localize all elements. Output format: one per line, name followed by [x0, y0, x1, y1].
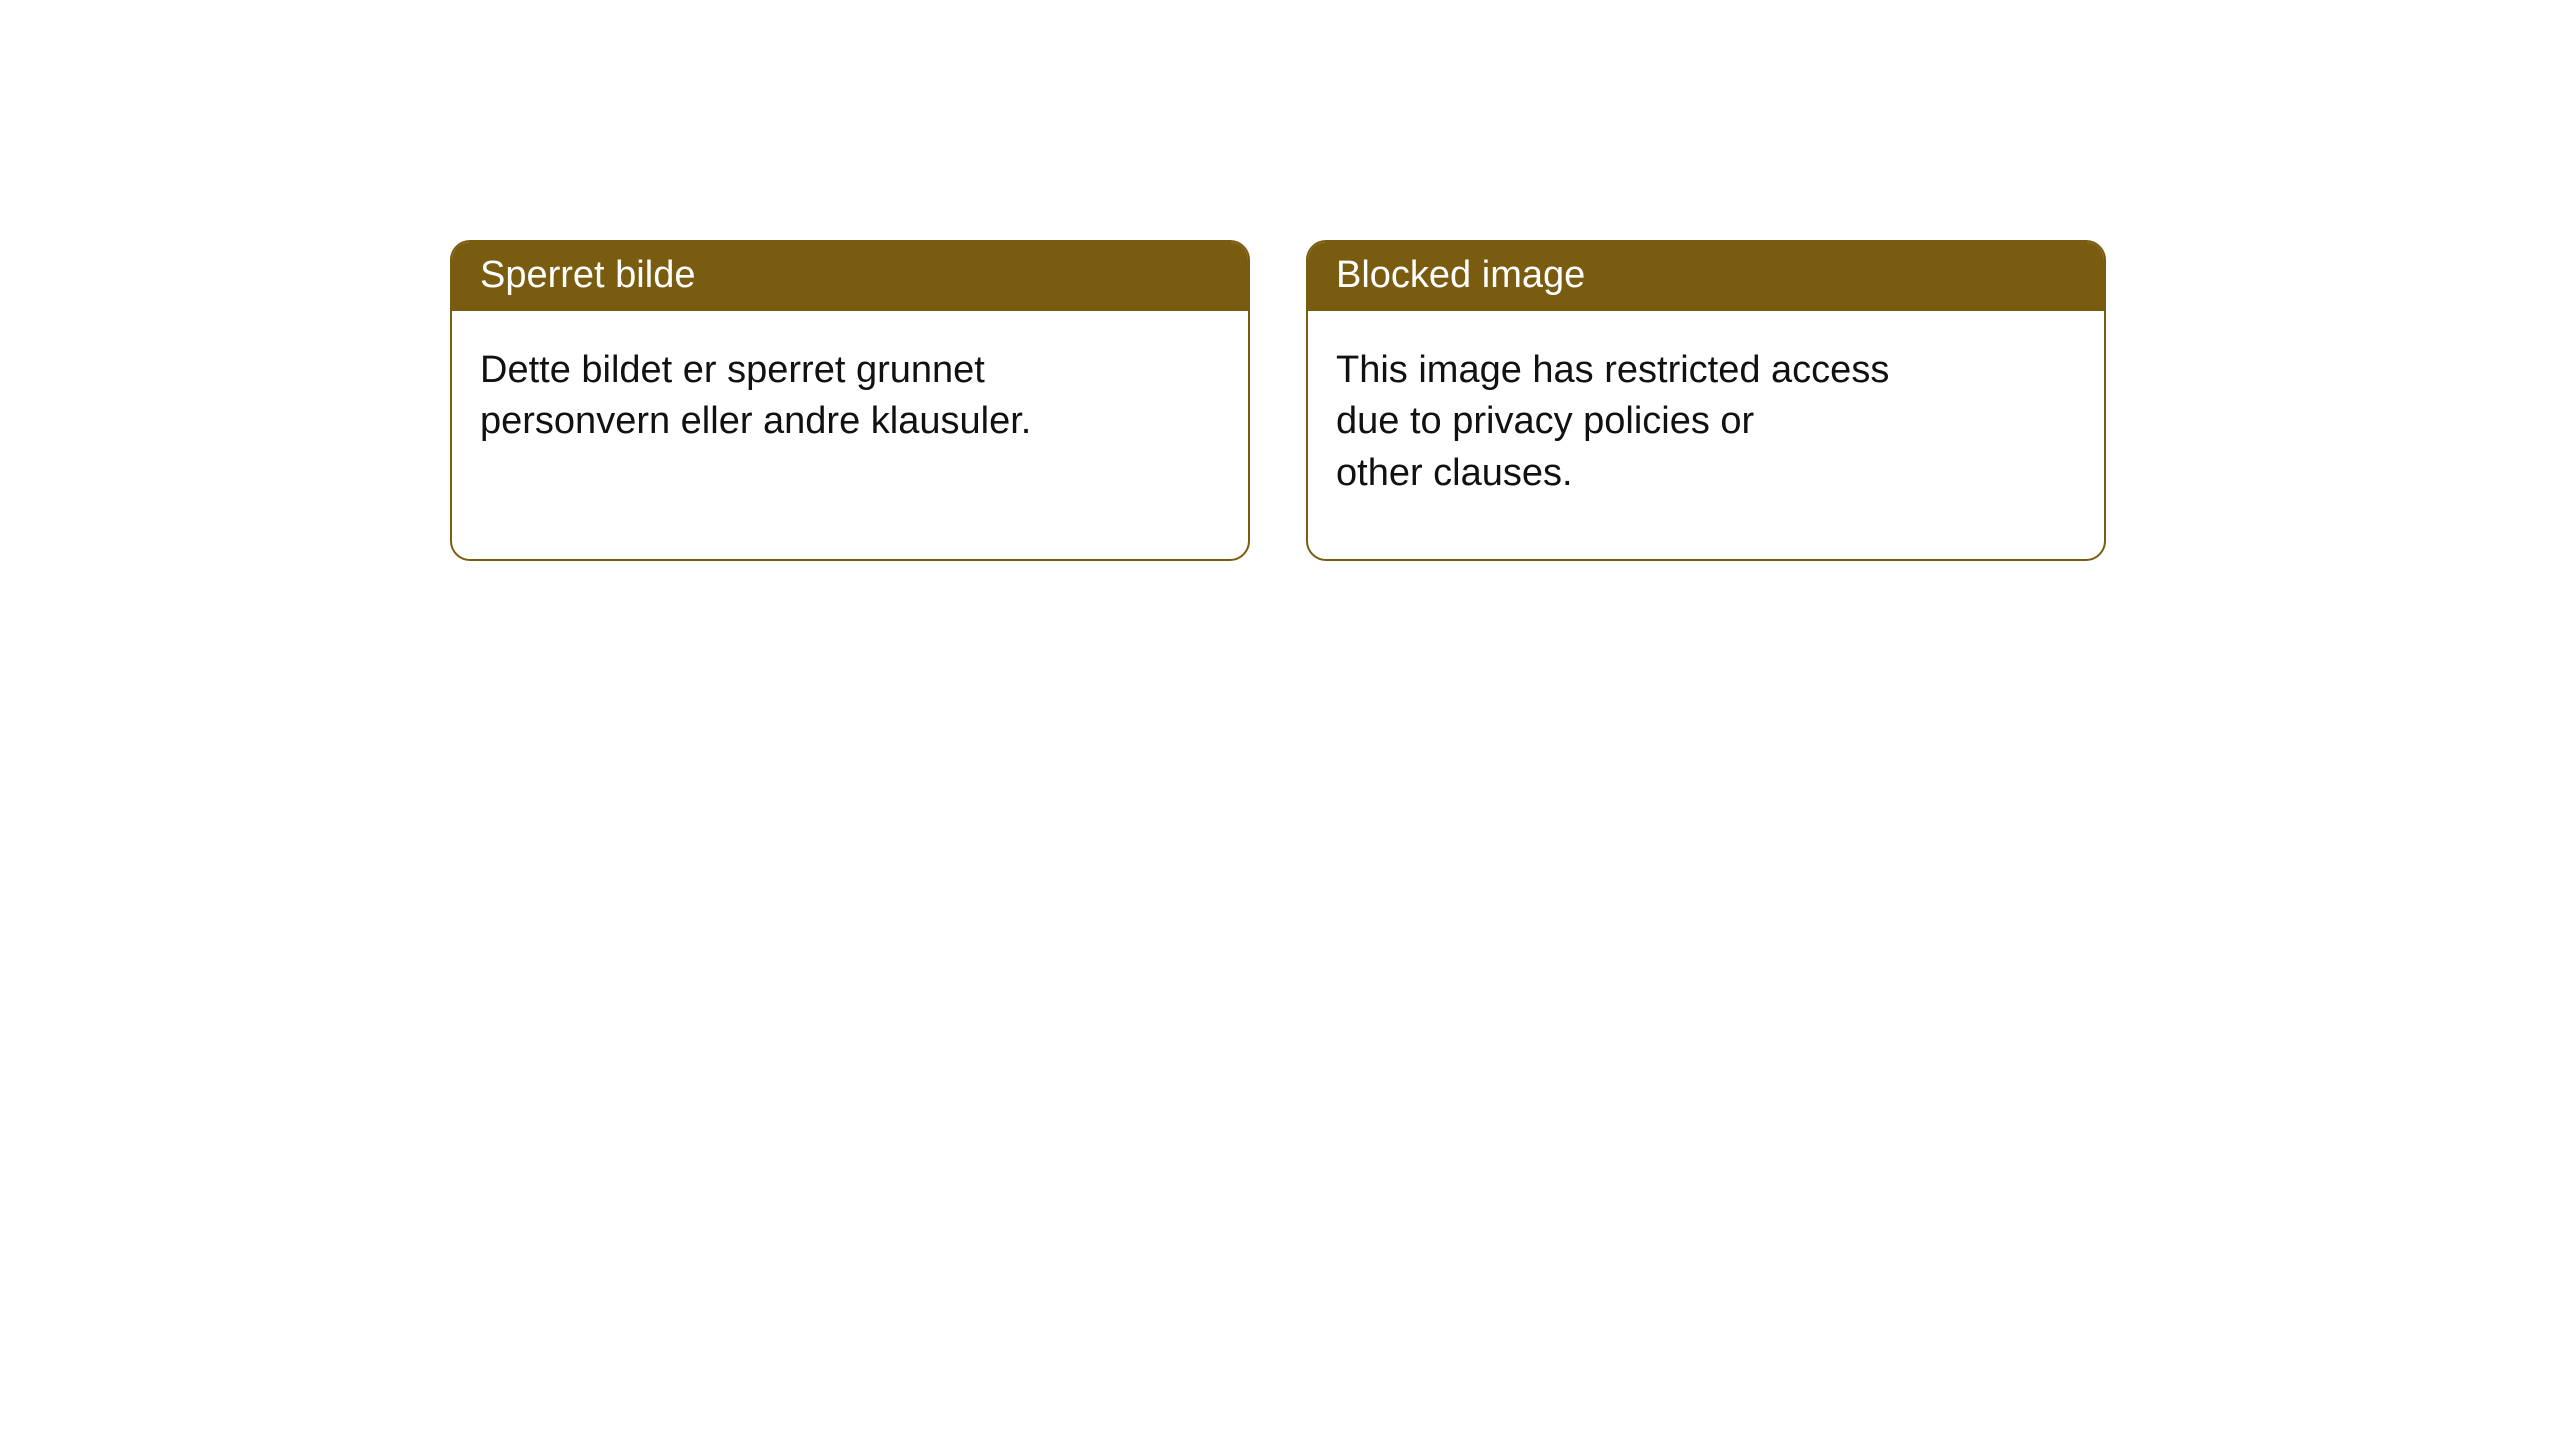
notice-container: Sperret bilde Dette bildet er sperret gr… — [450, 240, 2106, 561]
notice-card-norwegian: Sperret bilde Dette bildet er sperret gr… — [450, 240, 1250, 561]
notice-card-title: Blocked image — [1308, 242, 2104, 311]
notice-card-body: Dette bildet er sperret grunnet personve… — [452, 311, 1248, 531]
notice-card-text: This image has restricted access due to … — [1336, 345, 2076, 499]
notice-card-title: Sperret bilde — [452, 242, 1248, 311]
notice-card-body: This image has restricted access due to … — [1308, 311, 2104, 559]
notice-card-english: Blocked image This image has restricted … — [1306, 240, 2106, 561]
notice-card-text: Dette bildet er sperret grunnet personve… — [480, 345, 1220, 448]
